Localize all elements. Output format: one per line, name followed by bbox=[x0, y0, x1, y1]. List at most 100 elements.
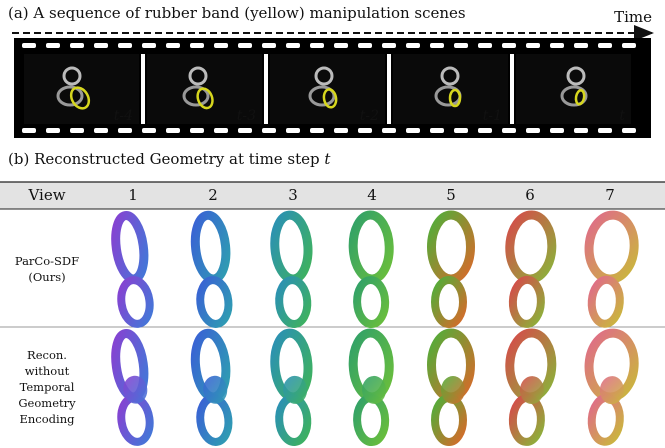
loop-top bbox=[509, 214, 553, 279]
panel-a-caption: (a) A sequence of rubber band (yellow) m… bbox=[8, 4, 466, 22]
reconstruction bbox=[432, 333, 471, 442]
sprocket-hole bbox=[190, 128, 204, 133]
row-label: Geometry bbox=[18, 396, 76, 410]
loop-bottom bbox=[119, 278, 153, 325]
reconstruction bbox=[584, 214, 636, 326]
time-label: Time bbox=[614, 8, 652, 26]
sprocket-hole bbox=[166, 43, 180, 48]
sprocket-hole bbox=[70, 128, 84, 133]
loop-top bbox=[192, 214, 229, 281]
row-label: without bbox=[25, 364, 70, 378]
row-label: ParCo-SDF bbox=[15, 254, 79, 268]
reconstruction bbox=[191, 332, 233, 444]
sprocket-hole bbox=[526, 128, 540, 133]
reconstruction bbox=[352, 332, 392, 442]
row-label: Recon. bbox=[27, 348, 67, 362]
sprocket-hole bbox=[310, 43, 324, 48]
sprocket-hole bbox=[22, 43, 36, 48]
loop-bottom bbox=[512, 397, 542, 442]
artifact-blob bbox=[441, 376, 465, 404]
sprocket-hole bbox=[22, 128, 36, 133]
sprocket-hole bbox=[574, 128, 588, 133]
reconstruction bbox=[584, 332, 636, 444]
sprocket-hole bbox=[286, 128, 300, 133]
loop-bottom bbox=[356, 280, 386, 325]
page: {"panel_a": {"caption": "(a) A sequence … bbox=[0, 0, 665, 448]
sprocket-hole bbox=[598, 43, 612, 48]
sprocket-hole bbox=[166, 128, 180, 133]
column-header: View bbox=[27, 186, 65, 204]
column-header: 2 bbox=[208, 186, 218, 204]
loop-top bbox=[352, 214, 390, 279]
sprocket-hole bbox=[334, 128, 348, 133]
loop-bottom bbox=[590, 397, 621, 443]
sprocket-hole bbox=[358, 43, 372, 48]
sprocket-hole bbox=[310, 128, 324, 133]
frame-separator bbox=[510, 54, 514, 124]
column-header: 1 bbox=[128, 186, 138, 204]
sprocket-hole bbox=[502, 128, 516, 133]
reconstruction bbox=[273, 332, 314, 443]
frame-label: t-4 bbox=[114, 108, 133, 124]
table: View1234567ParCo-SDF(Ours)Recon.withoutT… bbox=[15, 186, 636, 444]
loop-top bbox=[432, 215, 471, 279]
sprocket-hole bbox=[478, 43, 492, 48]
sprocket-hole bbox=[46, 43, 60, 48]
frame bbox=[516, 54, 631, 124]
sprocket-hole bbox=[406, 128, 420, 133]
reconstruction bbox=[507, 332, 553, 442]
sprocket-hole bbox=[142, 128, 156, 133]
sprocket-hole bbox=[118, 128, 132, 133]
frame-label: t-3 bbox=[237, 108, 256, 124]
caption-variable: t bbox=[324, 150, 331, 168]
reconstruction bbox=[432, 215, 471, 324]
sprocket-hole bbox=[46, 128, 60, 133]
reconstruction bbox=[507, 214, 553, 324]
sprocket-hole bbox=[262, 128, 276, 133]
caption-text: (b) Reconstructed Geometry at time step bbox=[8, 150, 320, 168]
sprocket-hole bbox=[574, 43, 588, 48]
sprocket-hole bbox=[382, 128, 396, 133]
loop-top bbox=[112, 214, 148, 281]
sprocket-hole bbox=[214, 128, 228, 133]
reconstruction bbox=[352, 214, 392, 324]
sprocket-hole bbox=[502, 43, 516, 48]
sprocket-hole bbox=[334, 43, 348, 48]
sprocket-hole bbox=[406, 43, 420, 48]
sprocket-hole bbox=[622, 128, 636, 133]
frame-separator bbox=[141, 54, 145, 124]
reconstruction bbox=[110, 214, 154, 326]
loop-bottom bbox=[278, 397, 309, 443]
sprocket-hole bbox=[358, 128, 372, 133]
sprocket-hole bbox=[622, 43, 636, 48]
sprocket-hole bbox=[454, 128, 468, 133]
loop-bottom bbox=[435, 280, 463, 324]
reconstruction bbox=[110, 332, 155, 444]
column-header: 4 bbox=[367, 186, 377, 204]
table-header-band bbox=[0, 182, 665, 209]
column-header: 7 bbox=[605, 186, 615, 204]
sprocket-hole bbox=[382, 43, 396, 48]
figure: (a) A sequence of rubber band (yellow) m… bbox=[0, 0, 665, 448]
reconstruction bbox=[273, 214, 314, 325]
frame-label: t-2 bbox=[360, 108, 379, 124]
sprocket-hole bbox=[430, 43, 444, 48]
film-frames: t-4 t-3 t-2 t-1 t bbox=[22, 43, 636, 133]
column-header: 6 bbox=[525, 186, 535, 204]
row-label: Temporal bbox=[20, 380, 75, 394]
frame-separator bbox=[264, 54, 268, 124]
row-label: (Ours) bbox=[28, 270, 65, 284]
sprocket-hole bbox=[262, 43, 276, 48]
frame-label: t-1 bbox=[483, 108, 502, 124]
sprocket-hole bbox=[286, 43, 300, 48]
panel-b-caption: (b) Reconstructed Geometry at time step … bbox=[8, 150, 331, 168]
sprocket-hole bbox=[238, 128, 252, 133]
loop-bottom bbox=[278, 279, 309, 325]
sprocket-hole bbox=[190, 43, 204, 48]
frame-separator bbox=[387, 54, 391, 124]
column-header: 5 bbox=[446, 186, 456, 204]
reconstruction bbox=[191, 214, 233, 326]
sprocket-hole bbox=[550, 43, 564, 48]
loop-bottom bbox=[198, 279, 230, 326]
frame-label: t bbox=[619, 108, 625, 124]
